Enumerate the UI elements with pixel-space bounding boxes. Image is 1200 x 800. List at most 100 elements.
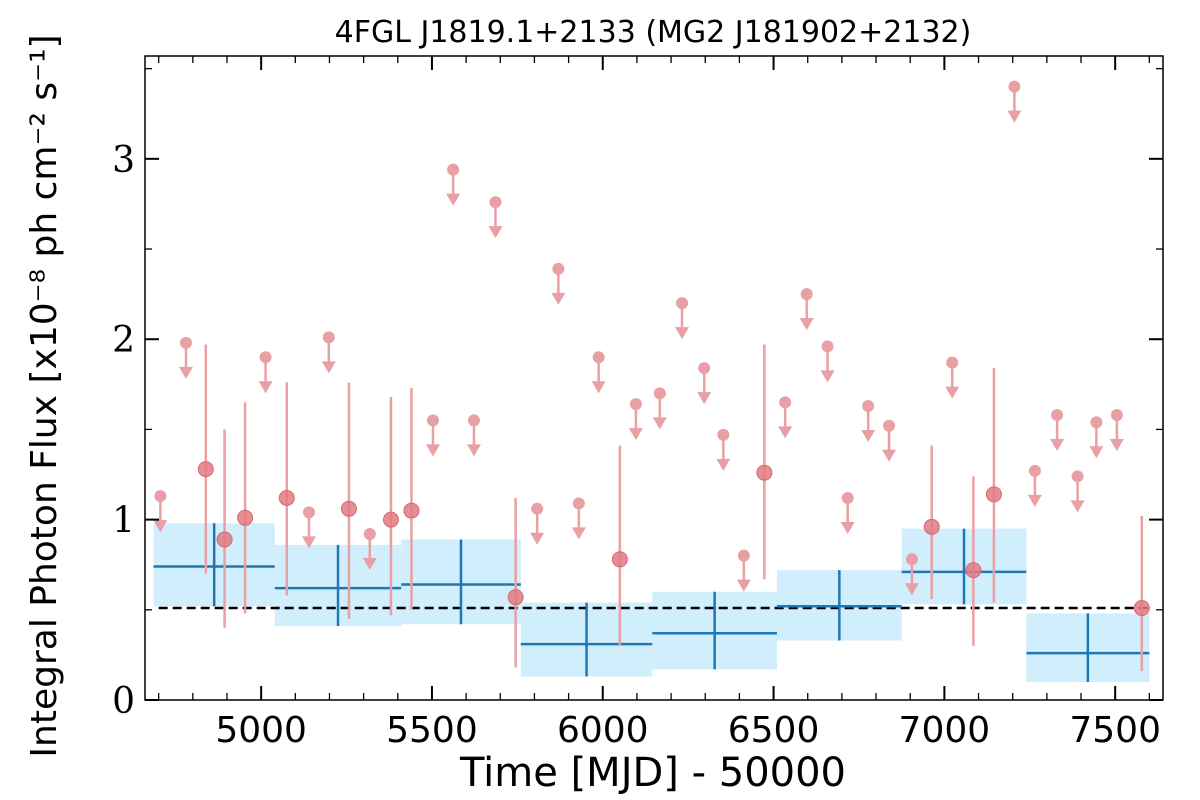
upper-limit-point [861, 399, 876, 442]
upper-limit-marker [531, 502, 544, 515]
upper-limit-point [778, 396, 793, 439]
upper-limit-marker [800, 288, 813, 301]
detection-point [923, 445, 940, 599]
upper-limit-point [820, 340, 835, 383]
x-tick-label: 5500 [386, 710, 478, 751]
upper-limit-marker [1071, 470, 1084, 483]
upper-limit-arrow [778, 426, 793, 439]
upper-limit-arrow [628, 428, 643, 441]
detection-point [237, 402, 254, 614]
upper-limit-marker [1051, 408, 1064, 421]
detection-marker [965, 562, 982, 579]
upper-limit-marker [737, 549, 750, 562]
y-tick-label: 0 [112, 681, 135, 722]
short-bin-points [153, 80, 1150, 672]
detection-marker [985, 486, 1002, 503]
upper-limit-point [736, 549, 751, 592]
upper-limit-arrow [697, 392, 712, 405]
upper-limit-point [551, 262, 566, 305]
axis-ticks: 5000 5500 6000 6500 7000 7500 0 1 2 3 [112, 56, 1163, 751]
upper-limit-arrow [153, 520, 168, 533]
upper-limit-arrow [736, 579, 751, 592]
detection-point [278, 382, 295, 596]
upper-limit-point [697, 362, 712, 405]
detection-point [507, 497, 524, 668]
axes-frame [144, 55, 1164, 701]
upper-limit-arrow [716, 458, 731, 471]
upper-limit-point [571, 497, 586, 540]
upper-limit-arrow [652, 417, 667, 430]
upper-limit-marker [322, 331, 335, 344]
upper-limit-marker [552, 262, 565, 275]
upper-limit-point [425, 414, 440, 457]
detection-point [403, 387, 420, 610]
upper-limit-marker [698, 362, 711, 375]
upper-limit-marker [676, 297, 689, 310]
upper-limit-point [1027, 464, 1042, 507]
detection-marker [197, 461, 214, 478]
long-bin-point [520, 602, 653, 677]
upper-limit-marker [447, 163, 460, 176]
upper-limit-marker [717, 428, 730, 441]
upper-limit-arrow [301, 536, 316, 549]
upper-limit-arrow [820, 370, 835, 383]
long-bin-point [274, 544, 402, 627]
upper-limit-point [716, 428, 731, 471]
long-bin-point [401, 539, 521, 625]
upper-limit-marker [883, 419, 896, 432]
upper-limit-point [945, 356, 960, 399]
upper-limit-marker [629, 398, 642, 411]
detection-point [216, 429, 233, 628]
detection-point [382, 396, 399, 616]
upper-limit-arrow [446, 193, 461, 206]
upper-limit-arrow [799, 318, 814, 331]
upper-limit-point [840, 491, 855, 534]
upper-limit-point [258, 351, 273, 394]
long-bin-point [153, 523, 275, 607]
upper-limit-marker [363, 528, 376, 541]
upper-limit-marker [1008, 80, 1021, 93]
upper-limit-point [1089, 416, 1104, 459]
upper-limit-marker [302, 506, 315, 519]
upper-limit-arrow [488, 226, 503, 239]
detection-marker [923, 518, 940, 535]
upper-limit-marker [1090, 416, 1103, 429]
long-bin-bands [153, 523, 1150, 682]
upper-limit-marker [862, 399, 875, 412]
upper-limit-point [675, 297, 690, 340]
upper-limit-marker [905, 553, 918, 566]
x-tick-label: 6000 [557, 710, 649, 751]
upper-limit-arrow [551, 292, 566, 305]
detection-marker [1133, 600, 1150, 616]
upper-limit-arrow [1070, 500, 1085, 513]
upper-limit-arrow [591, 381, 606, 394]
detection-point [611, 445, 628, 646]
upper-limit-arrow [945, 386, 960, 399]
upper-limit-marker [489, 196, 502, 209]
upper-limit-point [301, 506, 316, 549]
detection-marker [611, 551, 628, 568]
upper-limit-point [153, 490, 168, 533]
detection-marker [216, 531, 233, 548]
upper-limit-point [446, 163, 461, 206]
upper-limit-point [1050, 408, 1065, 451]
detection-marker [237, 509, 254, 526]
detection-marker [340, 500, 357, 517]
detection-marker [403, 502, 420, 519]
detection-marker [507, 589, 524, 606]
upper-limit-point [1070, 470, 1085, 513]
upper-limit-arrow [362, 558, 377, 571]
upper-limit-point [466, 414, 481, 457]
x-tick-label: 5000 [215, 710, 307, 751]
upper-limit-point [652, 387, 667, 430]
long-bin-point [776, 570, 902, 641]
upper-limit-marker [946, 356, 959, 369]
upper-limit-marker [1110, 408, 1123, 421]
upper-limit-arrow [1089, 446, 1104, 459]
long-bin-point [652, 591, 777, 670]
detection-point [985, 368, 1002, 603]
y-tick-label: 2 [112, 320, 135, 361]
upper-limit-marker [259, 351, 272, 364]
upper-limit-marker [154, 490, 167, 503]
